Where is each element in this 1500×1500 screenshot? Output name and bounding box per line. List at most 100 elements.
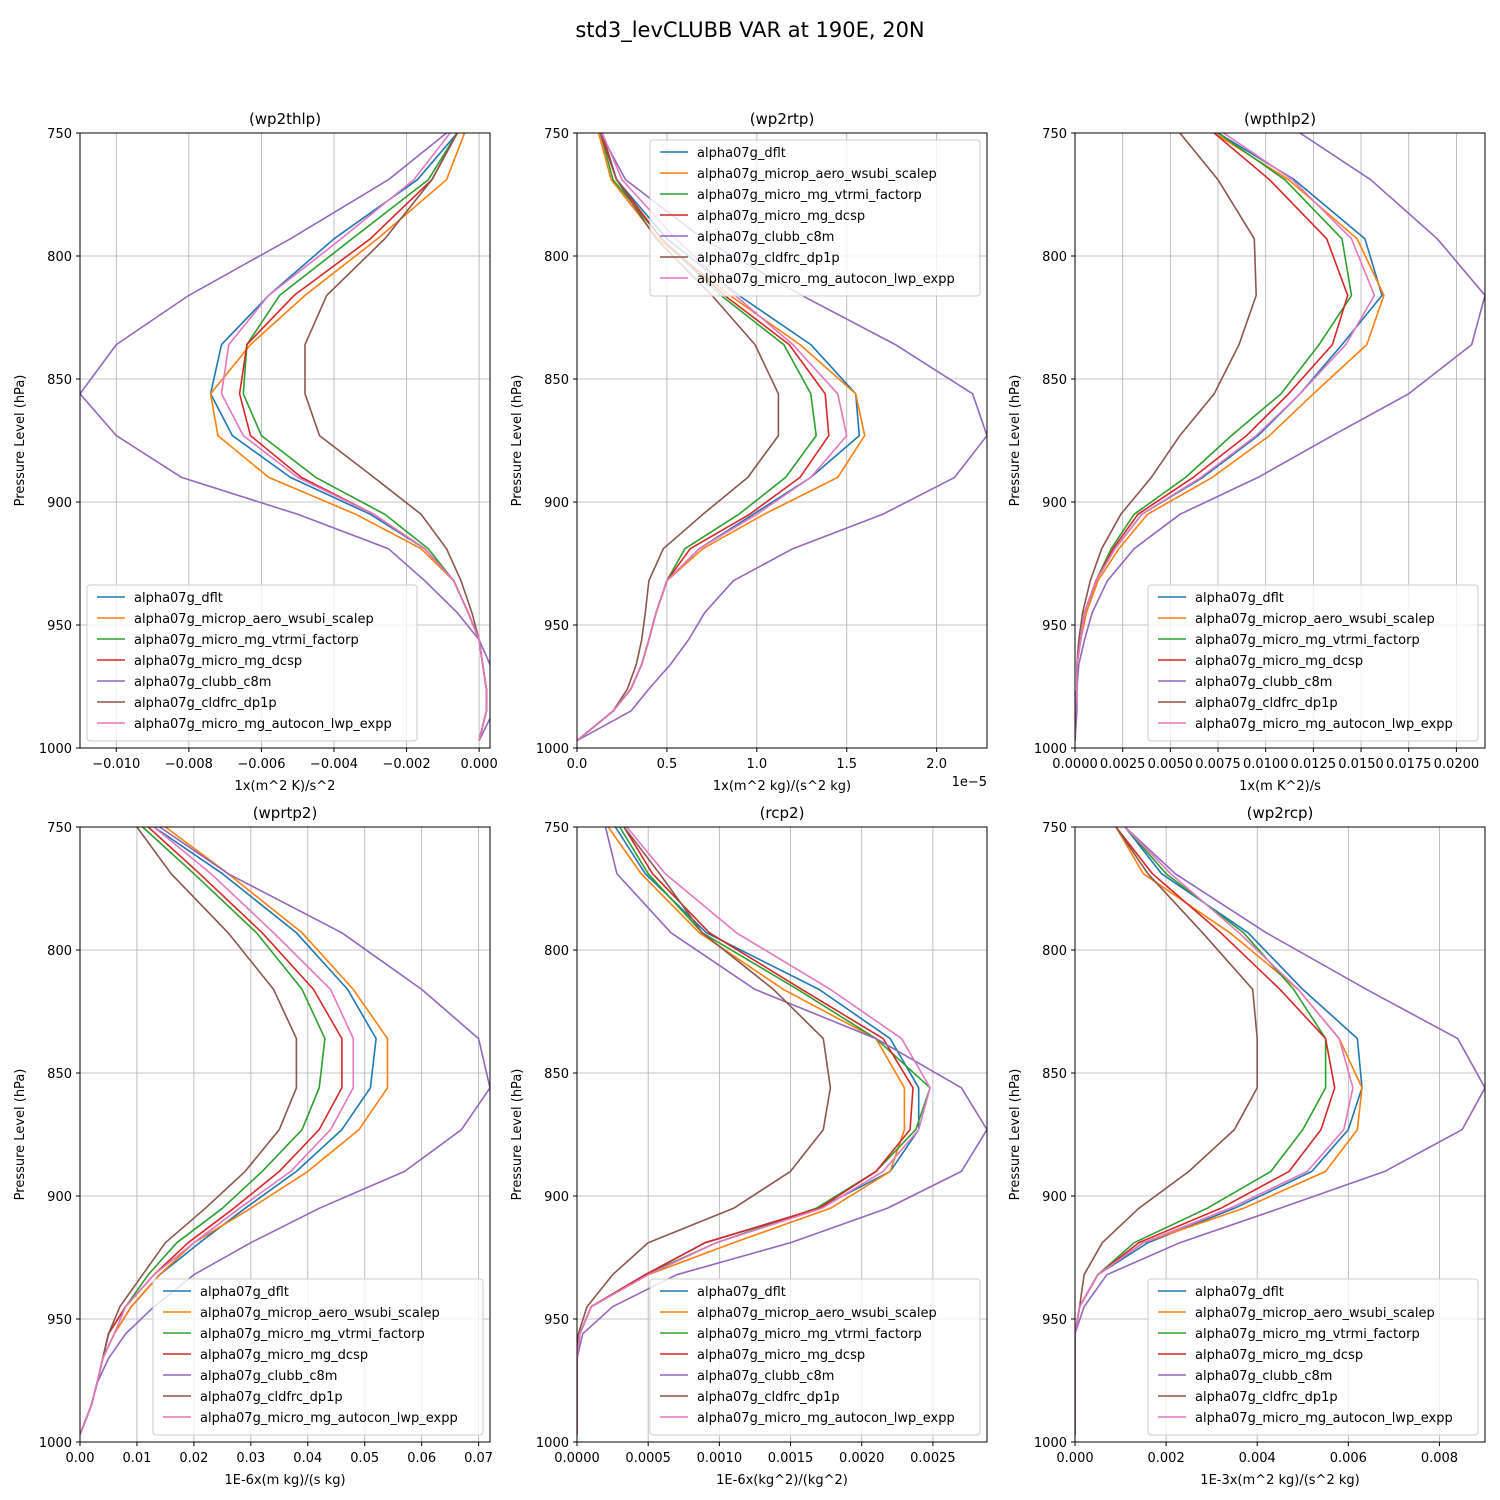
legend-box [86,584,418,742]
legend-label: alpha07g_clubb_c8m [1195,1369,1332,1384]
y-tick-label: 950 [1042,619,1067,634]
series-line-alpha07g_micro_mg_autocon_lwp_expp [1075,827,1354,1435]
legend-label: alpha07g_micro_mg_autocon_lwp_expp [200,1411,458,1426]
legend-label: alpha07g_dflt [1195,1285,1284,1300]
y-tick-label: 950 [47,619,72,634]
y-tick-label: 750 [1042,821,1067,836]
x-tick-label: 0.06 [407,1451,436,1466]
legend-label: alpha07g_micro_mg_dcsp [134,654,302,669]
legend-label: alpha07g_micro_mg_vtrmi_factorp [1195,1327,1420,1342]
chart-panel-2: 0.0 0.5 1.0 1.5 2.0 750 800 850 900 950 1000 (wp2rt… [510,110,988,794]
legend-label: alpha07g_micro_mg_autocon_lwp_expp [697,1411,955,1426]
x-tick-label: 0.0010 [697,1451,743,1466]
y-tick-label: 850 [544,373,569,388]
x-tick-label: 0.0150 [1338,757,1384,772]
y-tick-label: 1000 [39,1436,72,1451]
y-tick-label: 900 [1042,1190,1067,1205]
panel-title: (wpthlp2) [1244,110,1316,128]
y-tick-label: 1000 [39,742,72,757]
x-tick-label: −0.006 [237,757,285,772]
x-tick-label: 0.0000 [1052,757,1098,772]
series-line-alpha07g_micro_mg_autocon_lwp_expp [80,827,355,1435]
series-line-alpha07g_clubb_c8m [577,827,987,1435]
legend-label: alpha07g_micro_mg_vtrmi_factorp [697,1327,922,1342]
x-tick-label: 0.01 [122,1451,151,1466]
legend-box [1147,584,1479,742]
legend-box [649,139,981,297]
legend-label: alpha07g_micro_mg_vtrmi_factorp [200,1327,425,1342]
x-tick-label: 0.0020 [839,1451,885,1466]
legend-label: alpha07g_dflt [200,1285,289,1300]
y-tick-label: 850 [1042,1067,1067,1082]
y-tick-label: 950 [1042,1313,1067,1328]
x-tick-label: 0.02 [179,1451,208,1466]
series-line-alpha07g_clubb_c8m [80,827,490,1435]
series-line-alpha07g_cldfrc_dp1p [577,827,832,1435]
series-line-alpha07g_micro_mg_vtrmi_factorp [577,827,931,1435]
chart-panel-6: 0.000 0.002 0.004 0.006 0.008 750 800 850 900 950… [1008,804,1486,1488]
legend-label: alpha07g_micro_mg_vtrmi_factorp [1195,633,1420,648]
x-tick-label: 0.04 [293,1451,322,1466]
x-tick-label: 0.0 [567,757,588,772]
chart-panel-1: −0.010 −0.008 −0.006 −0.004 −0.002 0.000 750 80… [13,110,498,794]
x-offset-text: 1e−5 [952,775,987,790]
series-line-alpha07g_cldfrc_dp1p [1075,827,1258,1435]
y-tick-label: 850 [47,1067,72,1082]
y-tick-label: 850 [1042,373,1067,388]
y-tick-label: 1000 [536,742,569,757]
y-tick-label: 1000 [536,1436,569,1451]
x-tick-label: 0.03 [236,1451,265,1466]
x-tick-label: 0.05 [350,1451,379,1466]
series-group [80,827,490,1435]
legend-label: alpha07g_micro_mg_vtrmi_factorp [134,633,359,648]
x-tick-label: 0.0075 [1195,757,1241,772]
legend-box [1147,1278,1479,1436]
x-axis-label: 1x(m K^2)/s [1239,779,1321,794]
axes-frame [576,826,988,1443]
legend-label: alpha07g_dflt [697,146,786,161]
legend-label: alpha07g_clubb_c8m [697,230,834,245]
legend-label: alpha07g_micro_mg_dcsp [1195,654,1363,669]
y-tick-label: 950 [544,619,569,634]
y-axis-label: Pressure Level (hPa) [1008,1069,1023,1201]
x-axis-label: 1E-6x(kg^2)/(kg^2) [716,1473,848,1488]
y-axis-label: Pressure Level (hPa) [510,375,525,507]
series-line-alpha07g_microp_aero_wsubi_scalep [577,827,906,1435]
axes-frame [1074,826,1486,1443]
x-tick-label: 0.07 [464,1451,493,1466]
legend-label: alpha07g_micro_mg_vtrmi_factorp [697,188,922,203]
legend-label: alpha07g_micro_mg_autocon_lwp_expp [134,717,392,732]
legend: alpha07g_dflt alpha07g_microp_aero_wsubi_… [152,1278,484,1436]
x-tick-label: 1.0 [746,757,767,772]
x-tick-label: 0.0050 [1148,757,1194,772]
x-axis-label: 1x(m^2 K)/s^2 [235,779,336,794]
legend-label: alpha07g_microp_aero_wsubi_scalep [1195,612,1435,627]
y-axis-label: Pressure Level (hPa) [13,1069,28,1201]
axes-frame [576,132,988,749]
legend-box [649,1278,981,1436]
y-tick-label: 800 [1042,250,1067,265]
x-tick-label: 0.008 [1421,1451,1458,1466]
legend-label: alpha07g_cldfrc_dp1p [1195,696,1338,711]
legend-label: alpha07g_microp_aero_wsubi_scalep [200,1306,440,1321]
y-tick-label: 850 [47,373,72,388]
y-axis-label: Pressure Level (hPa) [13,375,28,507]
y-tick-label: 850 [544,1067,569,1082]
y-tick-label: 750 [544,127,569,142]
y-tick-label: 800 [47,944,72,959]
series-line-alpha07g_micro_mg_dcsp [1075,827,1336,1435]
panel-title: (wprtp2) [253,804,318,822]
series-line-alpha07g_micro_mg_autocon_lwp_expp [220,133,488,741]
series-group [577,827,987,1435]
series-line-alpha07g_microp_aero_wsubi_scalep [1075,827,1363,1435]
x-tick-label: 0.0025 [910,1451,956,1466]
y-tick-label: 900 [47,496,72,511]
y-tick-label: 800 [1042,944,1067,959]
legend-label: alpha07g_microp_aero_wsubi_scalep [697,1306,937,1321]
axes-frame [79,132,491,749]
series-line-alpha07g_micro_mg_dcsp [577,827,914,1435]
legend-label: alpha07g_microp_aero_wsubi_scalep [134,612,374,627]
series-group [1075,827,1485,1435]
y-tick-label: 800 [544,944,569,959]
x-tick-label: 0.004 [1239,1451,1276,1466]
